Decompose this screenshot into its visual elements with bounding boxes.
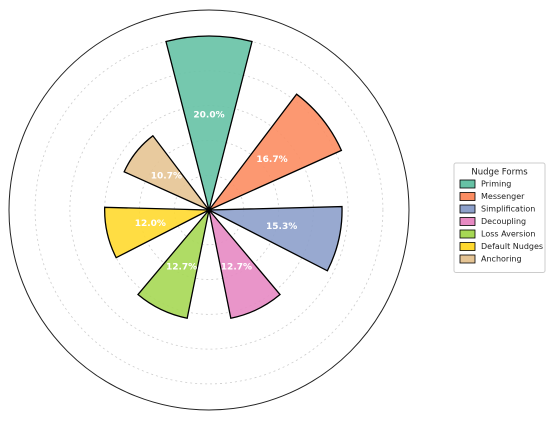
value-label: 12.7%: [166, 262, 197, 272]
grid-circle: [34, 35, 384, 385]
outer-circle: [8, 9, 410, 411]
bar: [208, 93, 343, 211]
value-label: 12.0%: [135, 219, 166, 229]
legend-label: Anchoring: [481, 255, 522, 264]
legend-swatch: [459, 179, 476, 189]
legend-swatch: [459, 192, 476, 201]
bar: [104, 206, 210, 259]
legend-swatch: [459, 242, 476, 251]
legend-label: Decoupling: [481, 217, 526, 226]
legend-label: Default Nudges: [481, 242, 543, 251]
legend-box: [453, 162, 546, 273]
bar: [137, 209, 210, 320]
bar: [123, 134, 210, 211]
legend-label: Simplification: [481, 205, 535, 214]
value-label: 12.7%: [221, 262, 252, 272]
legend-swatch: [459, 229, 476, 239]
legend-label: Loss Aversion: [481, 230, 535, 239]
value-label: 16.7%: [256, 155, 287, 165]
legend-swatch: [459, 217, 476, 226]
legend-label: Priming: [481, 180, 511, 189]
legend-label: Messenger: [481, 192, 525, 201]
value-label: 15.3%: [266, 222, 297, 232]
legend-swatch: [459, 204, 476, 214]
legend-title: Nudge Forms: [471, 168, 528, 178]
value-label: 20.0%: [193, 111, 224, 121]
bar: [165, 35, 253, 211]
value-label: 10.7%: [151, 172, 182, 182]
bar: [208, 205, 343, 272]
legend-swatch: [459, 254, 476, 264]
bar: [208, 209, 281, 320]
